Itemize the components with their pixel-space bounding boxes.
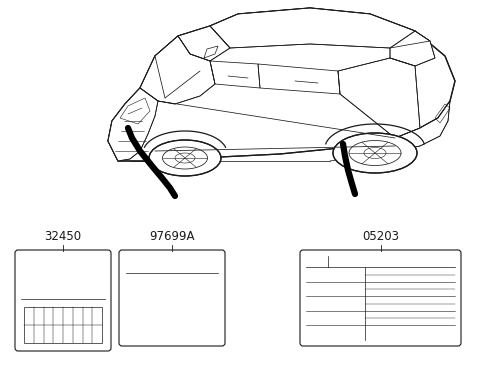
- Polygon shape: [178, 26, 230, 61]
- Ellipse shape: [333, 133, 417, 173]
- Bar: [24, 307, 102, 343]
- Polygon shape: [140, 36, 215, 104]
- Polygon shape: [108, 8, 455, 161]
- Polygon shape: [395, 101, 450, 151]
- Text: 05203: 05203: [362, 230, 399, 243]
- FancyBboxPatch shape: [119, 250, 225, 346]
- Polygon shape: [108, 88, 158, 161]
- FancyBboxPatch shape: [300, 250, 461, 346]
- FancyBboxPatch shape: [15, 250, 111, 351]
- Polygon shape: [210, 8, 430, 48]
- Polygon shape: [338, 58, 420, 138]
- Ellipse shape: [149, 140, 221, 176]
- Polygon shape: [390, 31, 435, 66]
- Text: 97699A: 97699A: [149, 230, 195, 243]
- Text: 32450: 32450: [45, 230, 82, 243]
